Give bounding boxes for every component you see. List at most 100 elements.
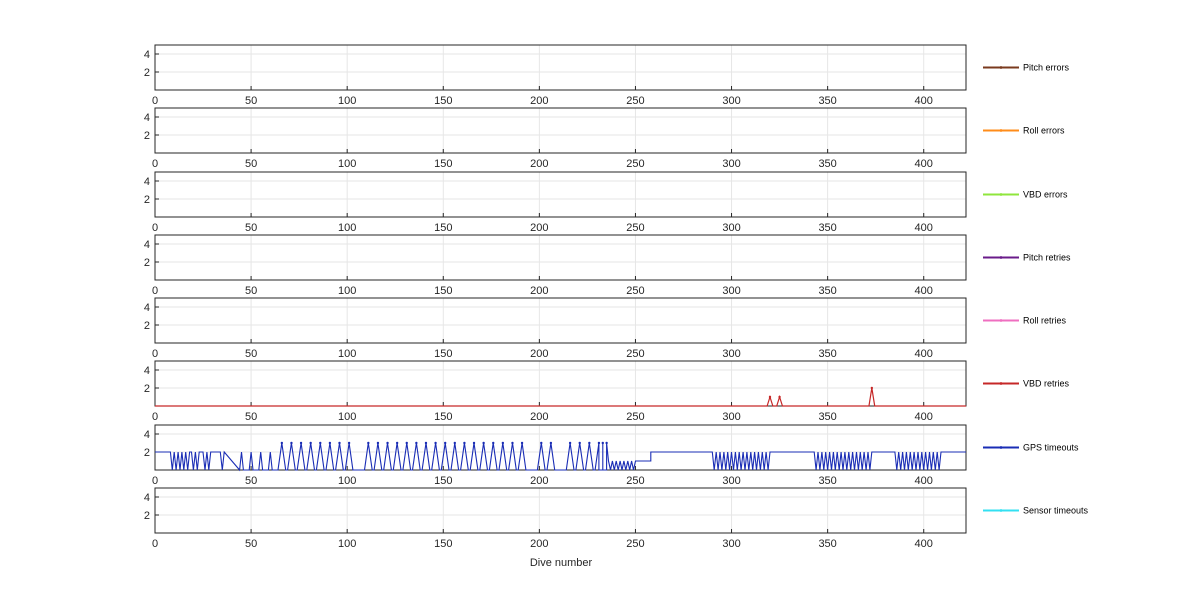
y-tick-label: 4 [144,302,150,314]
x-tick-label: 0 [152,222,158,234]
data-point [328,441,332,445]
y-tick-label: 2 [144,257,150,269]
data-point [299,441,303,445]
x-tick-label: 400 [915,285,933,297]
y-tick-label: 2 [144,510,150,522]
x-tick-label: 400 [915,348,933,360]
x-tick-label: 250 [626,475,644,487]
y-tick-label: 4 [144,49,150,61]
legend-label: VBD errors [1023,190,1068,200]
subplot-8: 0 50 100 150 200 250 300 350 400 2 4 [144,487,967,550]
legend-label: Pitch errors [1023,63,1070,73]
x-tick-label: 50 [245,222,257,234]
x-tick-label: 200 [530,95,548,107]
data-point [601,441,604,445]
x-tick-label: 100 [338,222,356,234]
axes-frame [154,171,967,218]
legend-entry: Roll retries [983,316,1067,326]
data-point [472,441,476,445]
data-point [768,395,772,399]
x-tick-label: 300 [722,158,740,170]
x-tick-label: 150 [434,285,452,297]
x-tick-label: 350 [818,475,836,487]
legend-entry: GPS timeouts [983,443,1079,453]
legend-marker [999,129,1003,132]
data-point [386,441,389,445]
axes-frame [154,234,967,281]
data-point [424,441,428,445]
x-tick-label: 50 [245,475,257,487]
data-point [405,441,408,445]
legend-marker [999,66,1003,69]
data-point [568,441,572,445]
x-tick-label: 250 [626,95,644,107]
axes-frame [154,360,967,407]
x-tick-label: 400 [915,475,933,487]
x-tick-label: 200 [530,348,548,360]
legend: Pitch errors Roll errors VBD errors Pitch r… [983,63,1089,516]
y-tick-label: 2 [144,130,150,142]
subplot-3: 0 50 100 150 200 250 300 350 400 2 4 [144,171,967,234]
data-point [309,441,312,445]
data-point [605,441,608,445]
subplot-6: 0 50 100 150 200 250 300 350 400 2 4 [144,360,967,423]
y-tick-label: 4 [144,429,150,441]
x-tick-label: 400 [915,158,933,170]
x-tick-label: 350 [818,538,836,550]
x-tick-label: 150 [434,538,452,550]
y-tick-label: 2 [144,320,150,332]
legend-entry: Sensor timeouts [983,506,1089,516]
x-tick-label: 250 [626,348,644,360]
x-tick-label: 250 [626,411,644,423]
data-point [501,441,505,445]
x-tick-label: 100 [338,348,356,360]
y-tick-label: 4 [144,365,150,377]
legend-marker [999,319,1003,322]
x-tick-label: 100 [338,475,356,487]
data-point [415,441,418,445]
series-line-gps-timeouts [155,442,966,472]
x-tick-label: 250 [626,538,644,550]
x-tick-label: 400 [915,538,933,550]
x-tick-label: 350 [818,222,836,234]
x-tick-label: 200 [530,411,548,423]
x-tick-label: 350 [818,95,836,107]
legend-label: VBD retries [1023,379,1070,389]
legend-entry: Pitch errors [983,63,1070,73]
x-tick-label: 350 [818,348,836,360]
x-tick-label: 200 [530,285,548,297]
subplot-4: 0 50 100 150 200 250 300 350 400 2 4 [144,234,967,297]
legend-label: Roll errors [1023,126,1065,136]
x-tick-label: 300 [722,285,740,297]
data-point [347,441,351,445]
data-point [540,441,543,445]
x-tick-label: 200 [530,475,548,487]
axes-frame [154,107,967,154]
x-tick-label: 300 [722,348,740,360]
data-point [588,441,591,445]
data-point [338,441,341,445]
x-tick-label: 150 [434,411,452,423]
data-point [434,441,437,445]
x-tick-label: 0 [152,285,158,297]
x-tick-label: 350 [818,285,836,297]
x-tick-label: 400 [915,411,933,423]
series-line-vbd-retries [155,387,966,407]
y-tick-label: 2 [144,383,150,395]
x-tick-label: 0 [152,475,158,487]
x-tick-label: 150 [434,348,452,360]
data-point [578,441,581,445]
x-tick-label: 300 [722,538,740,550]
x-axis-label: Dive number [530,557,593,569]
subplot-7: 0 50 100 150 200 250 300 350 400 2 4 [144,424,967,487]
legend-marker [999,256,1003,259]
y-tick-label: 2 [144,447,150,459]
x-tick-label: 150 [434,222,452,234]
x-tick-label: 0 [152,538,158,550]
y-tick-label: 4 [144,176,150,188]
y-tick-label: 4 [144,239,150,251]
x-tick-label: 100 [338,158,356,170]
data-point [549,441,553,445]
subplot-2: 0 50 100 150 200 250 300 350 400 2 4 [144,107,967,170]
